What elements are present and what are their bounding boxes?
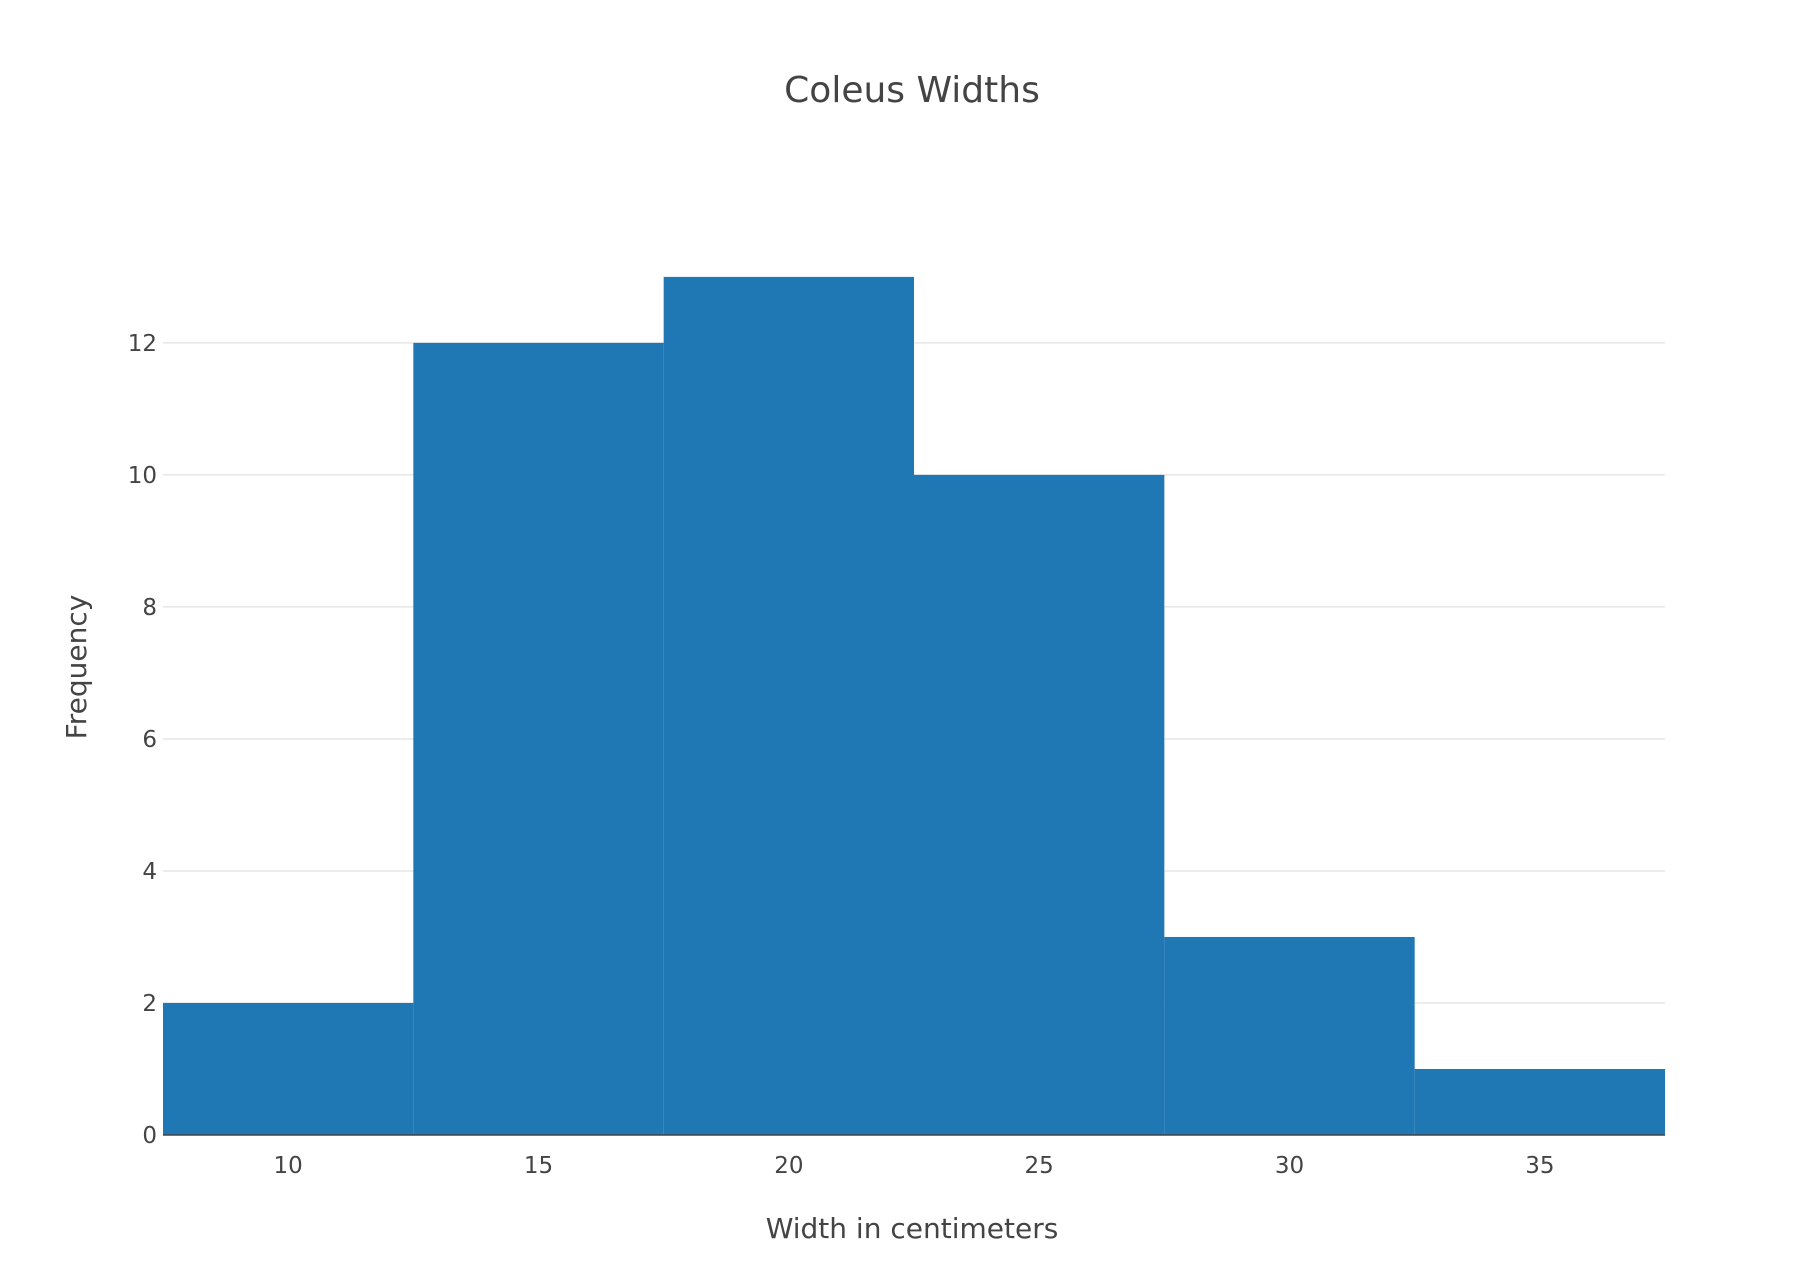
histogram-bar xyxy=(1414,1068,1665,1135)
x-tick-label: 15 xyxy=(524,1153,553,1179)
histogram-bar xyxy=(1164,936,1415,1135)
x-tick-label: 10 xyxy=(274,1153,303,1179)
bar-layer xyxy=(163,276,1665,1135)
y-axis-title: Frequency xyxy=(60,595,93,740)
x-tick-label: 20 xyxy=(774,1153,803,1179)
chart-title: Coleus Widths xyxy=(784,70,1040,111)
x-axis-title: Width in centimeters xyxy=(766,1212,1059,1245)
y-tick-label: 2 xyxy=(142,991,157,1017)
y-tick-label: 10 xyxy=(128,463,157,489)
x-tick-label: 30 xyxy=(1275,1153,1304,1179)
y-tick-label: 0 xyxy=(142,1123,157,1149)
y-tick-label: 6 xyxy=(142,727,157,753)
histogram-bar xyxy=(663,276,914,1135)
histogram-bar xyxy=(413,342,664,1135)
y-tick-label: 8 xyxy=(142,595,157,621)
x-tick-labels: 10 15 20 25 30 35 xyxy=(274,1153,1555,1179)
x-tick-label: 25 xyxy=(1025,1153,1054,1179)
y-tick-labels: 0 2 4 6 8 10 12 xyxy=(128,331,157,1149)
y-tick-label: 4 xyxy=(142,859,157,885)
histogram-bar xyxy=(914,474,1165,1135)
x-tick-label: 35 xyxy=(1525,1153,1554,1179)
y-tick-label: 12 xyxy=(128,331,157,357)
histogram-bar xyxy=(163,1002,414,1135)
